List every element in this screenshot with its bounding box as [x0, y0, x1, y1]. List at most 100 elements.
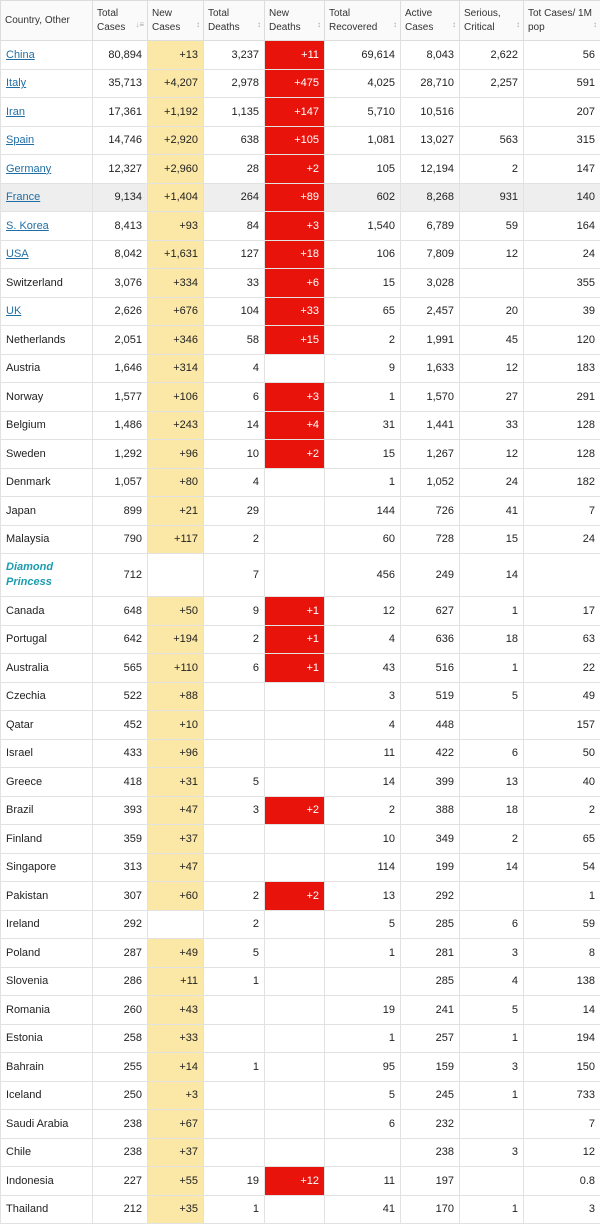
value-cell: 18	[460, 796, 524, 825]
country-cell: Australia	[1, 654, 93, 683]
sort-icon[interactable]: ↕	[516, 18, 520, 32]
value-cell	[524, 554, 600, 597]
country-cell[interactable]: Iran	[1, 98, 93, 127]
value-cell: 12	[524, 1138, 600, 1167]
value-cell: +31	[148, 768, 204, 797]
column-header[interactable]: New Deaths ↕	[265, 1, 325, 41]
column-header[interactable]: Tot Cases/ 1M pop↕	[524, 1, 600, 41]
column-header[interactable]: New Cases↕	[148, 1, 204, 41]
value-cell: 227	[93, 1167, 148, 1196]
value-cell: 1,052	[401, 468, 460, 497]
value-cell: 1	[460, 1024, 524, 1053]
value-cell	[265, 825, 325, 854]
sort-icon[interactable]: ↕	[257, 18, 261, 32]
header-text: New Deaths	[269, 8, 301, 33]
sort-icon[interactable]: ↕	[393, 18, 397, 32]
value-cell: 170	[401, 1195, 460, 1224]
value-cell: +105	[265, 126, 325, 155]
country-cell: Finland	[1, 825, 93, 854]
value-cell: 6	[460, 739, 524, 768]
header-text: Total Deaths	[208, 8, 240, 33]
sort-icon[interactable]: ↕	[593, 18, 597, 32]
value-cell	[460, 98, 524, 127]
value-cell: 2,457	[401, 297, 460, 326]
value-cell: 591	[524, 69, 600, 98]
value-cell: 452	[93, 711, 148, 740]
country-cell[interactable]: Spain	[1, 126, 93, 155]
sort-icon[interactable]: ↕	[452, 18, 456, 32]
value-cell: +10	[148, 711, 204, 740]
column-header[interactable]: Total Cases↓≡	[93, 1, 148, 41]
sort-icon[interactable]: ↓≡	[135, 18, 144, 32]
header-text: Country, Other	[5, 15, 70, 26]
value-cell: 2	[325, 796, 401, 825]
value-cell: 10	[325, 825, 401, 854]
value-cell	[204, 1138, 265, 1167]
column-header[interactable]: Serious, Critical ↕	[460, 1, 524, 41]
country-cell: Estonia	[1, 1024, 93, 1053]
value-cell: 249	[401, 554, 460, 597]
value-cell: 3,076	[93, 269, 148, 298]
sort-icon[interactable]: ↕	[196, 18, 200, 32]
country-cell[interactable]: S. Korea	[1, 212, 93, 241]
column-header[interactable]: Total Recovered↕	[325, 1, 401, 41]
value-cell: 4,025	[325, 69, 401, 98]
country-cell: Canada	[1, 597, 93, 626]
value-cell	[265, 910, 325, 939]
value-cell: +47	[148, 796, 204, 825]
value-cell: 60	[325, 525, 401, 554]
value-cell: 238	[93, 1138, 148, 1167]
value-cell: +1,404	[148, 183, 204, 212]
country-cell[interactable]: UK	[1, 297, 93, 326]
value-cell: 257	[401, 1024, 460, 1053]
value-cell: 105	[325, 155, 401, 184]
value-cell: 14	[460, 554, 524, 597]
value-cell: 12	[460, 354, 524, 383]
value-cell: +4,207	[148, 69, 204, 98]
value-cell: 182	[524, 468, 600, 497]
value-cell: +110	[148, 654, 204, 683]
column-header[interactable]: Total Deaths ↕	[204, 1, 265, 41]
column-header[interactable]: Active Cases↕	[401, 1, 460, 41]
country-cell[interactable]: China	[1, 41, 93, 70]
country-cell[interactable]: USA	[1, 240, 93, 269]
value-cell: 54	[524, 853, 600, 882]
country-cell[interactable]: Germany	[1, 155, 93, 184]
value-cell: +60	[148, 882, 204, 911]
country-cell: Netherlands	[1, 326, 93, 355]
country-cell: Malaysia	[1, 525, 93, 554]
value-cell: 69,614	[325, 41, 401, 70]
value-cell: 14	[325, 768, 401, 797]
header-text: Serious, Critical	[464, 8, 501, 33]
value-cell	[265, 1110, 325, 1139]
value-cell: 56	[524, 41, 600, 70]
value-cell: 5	[204, 939, 265, 968]
country-cell[interactable]: France	[1, 183, 93, 212]
value-cell: +49	[148, 939, 204, 968]
value-cell: 2,051	[93, 326, 148, 355]
value-cell: 183	[524, 354, 600, 383]
country-cell: Norway	[1, 383, 93, 412]
value-cell: +1	[265, 654, 325, 683]
value-cell	[265, 354, 325, 383]
value-cell: 31	[325, 411, 401, 440]
value-cell: +243	[148, 411, 204, 440]
value-cell: 726	[401, 497, 460, 526]
value-cell	[204, 1110, 265, 1139]
column-header[interactable]: Country, Other	[1, 1, 93, 41]
value-cell: 2,257	[460, 69, 524, 98]
value-cell: 59	[524, 910, 600, 939]
country-cell[interactable]: Italy	[1, 69, 93, 98]
value-cell: +33	[265, 297, 325, 326]
value-cell: +47	[148, 853, 204, 882]
value-cell: 565	[93, 654, 148, 683]
sort-icon[interactable]: ↕	[317, 18, 321, 32]
value-cell: 287	[93, 939, 148, 968]
